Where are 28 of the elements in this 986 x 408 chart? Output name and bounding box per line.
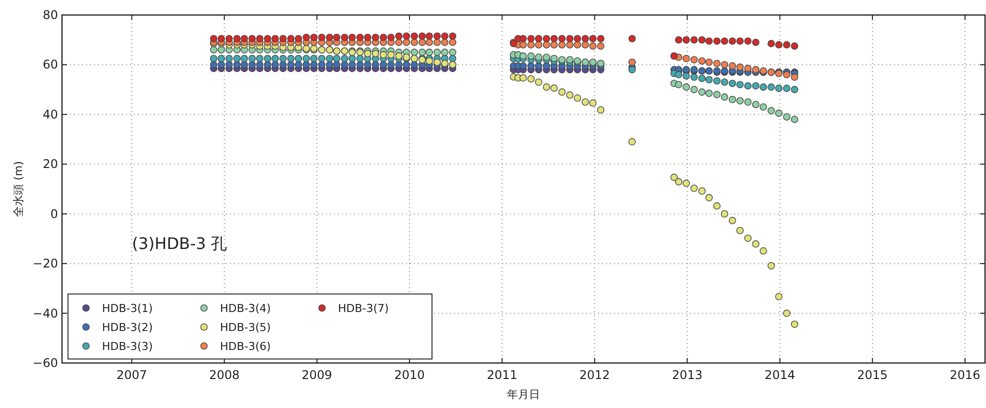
- x-tick-label: 2010: [394, 368, 425, 382]
- x-tick-label: 2015: [857, 368, 888, 382]
- y-tick-label: 40: [42, 107, 58, 122]
- legend-label: HDB-3(3): [102, 340, 153, 353]
- legend-label: HDB-3(6): [220, 340, 271, 353]
- x-tick-label: 2016: [950, 368, 980, 382]
- y-tick-label: −20: [32, 256, 58, 271]
- y-tick-label: 80: [42, 8, 58, 22]
- annotation: (3)HDB-3 孔: [132, 234, 228, 253]
- x-axis-title: 年月日: [507, 388, 540, 401]
- y-tick-label: 20: [42, 157, 58, 172]
- x-tick-label: 2009: [302, 368, 332, 382]
- x-tick-label: 2011: [486, 368, 518, 382]
- x-tick-label: 2013: [672, 368, 703, 382]
- x-tick-label: 2007: [116, 368, 148, 382]
- y-tick-label: 0: [50, 206, 58, 221]
- legend-label: HDB-3(2): [102, 321, 153, 334]
- x-tick-label: 2014: [764, 368, 796, 382]
- x-tick-label: 2008: [209, 368, 240, 382]
- legend-label: HDB-3(7): [338, 302, 389, 315]
- y-tick-label: −40: [32, 306, 58, 320]
- y-axis-title: 全水頭 (m): [12, 161, 25, 217]
- legend-label: HDB-3(1): [102, 302, 153, 315]
- x-tick-label: 2012: [579, 368, 610, 382]
- legend-label: HDB-3(5): [220, 321, 271, 334]
- legend-label: HDB-3(4): [220, 302, 271, 315]
- y-tick-label: 60: [42, 58, 58, 72]
- y-tick-label: −60: [32, 356, 58, 370]
